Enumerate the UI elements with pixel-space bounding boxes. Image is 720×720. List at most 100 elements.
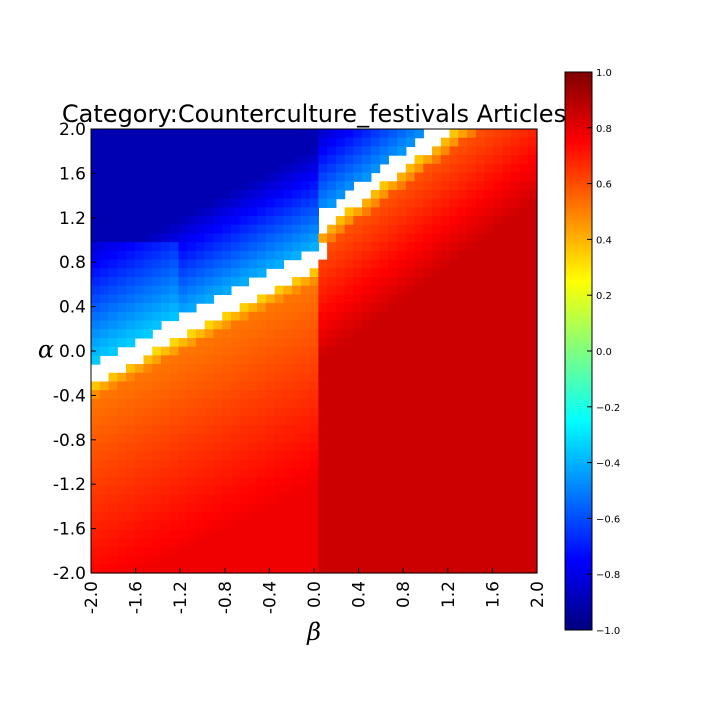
- heatmap-cell: [493, 155, 503, 165]
- heatmap-cell: [467, 216, 477, 226]
- heatmap-cell: [370, 329, 381, 339]
- heatmap-cell: [91, 451, 101, 461]
- heatmap-cell: [292, 390, 302, 400]
- heatmap-cell: [300, 311, 311, 322]
- heatmap-cell: [143, 512, 153, 522]
- heatmap-cell: [169, 485, 180, 496]
- heatmap-cell: [152, 172, 162, 182]
- heatmap-cell: [519, 398, 529, 409]
- heatmap-cell: [344, 172, 354, 182]
- heatmap-cell: [187, 381, 197, 391]
- heatmap-cell: [108, 285, 118, 296]
- heatmap-cell: [327, 416, 337, 426]
- heatmap-cell: [528, 329, 538, 339]
- x-tick-label: -1.2: [171, 581, 191, 614]
- heatmap-cell: [370, 407, 381, 417]
- heatmap-cell: [432, 311, 442, 322]
- heatmap-cell: [327, 137, 337, 148]
- heatmap-cell: [493, 564, 503, 574]
- heatmap-cell: [91, 320, 101, 330]
- heatmap-cell: [222, 503, 232, 513]
- heatmap-cell: [467, 277, 477, 287]
- heatmap-cell: [467, 468, 477, 478]
- heatmap-cell: [292, 137, 302, 148]
- heatmap-cell: [379, 311, 389, 322]
- heatmap-cell: [222, 355, 232, 365]
- heatmap-cell: [309, 555, 319, 565]
- heatmap-cell: [510, 364, 521, 374]
- heatmap-cell: [493, 233, 503, 243]
- heatmap-cell: [134, 311, 145, 322]
- heatmap-cell: [117, 451, 127, 461]
- heatmap-cell: [91, 546, 101, 557]
- heatmap-cell: [248, 163, 258, 174]
- heatmap-cell: [510, 337, 521, 348]
- heatmap-cell: [99, 277, 110, 287]
- heatmap-cell: [388, 268, 398, 278]
- heatmap-cell: [318, 468, 328, 478]
- heatmap-cell: [160, 364, 171, 374]
- heatmap-cell: [510, 294, 521, 304]
- heatmap-cell: [414, 529, 424, 539]
- heatmap-cell: [125, 311, 136, 322]
- heatmap-cell: [195, 198, 206, 208]
- heatmap-cell: [510, 520, 521, 531]
- heatmap-cell: [257, 224, 267, 235]
- heatmap-cell: [318, 372, 328, 383]
- heatmap-cell: [475, 137, 486, 148]
- heatmap-cell: [370, 416, 381, 426]
- heatmap-cell: [257, 407, 267, 417]
- heatmap-cell: [414, 355, 424, 365]
- heatmap-cell: [160, 146, 171, 156]
- heatmap-cell: [335, 364, 346, 374]
- heatmap-cell: [414, 337, 424, 348]
- heatmap-cell: [222, 320, 232, 330]
- heatmap-cell: [169, 189, 180, 200]
- heatmap-cell: [99, 285, 110, 296]
- heatmap-cell: [327, 355, 337, 365]
- heatmap-cell: [353, 433, 363, 444]
- heatmap-cell: [432, 468, 442, 478]
- heatmap-cell: [335, 172, 346, 182]
- heatmap-cell: [397, 433, 407, 444]
- heatmap-cell: [239, 216, 250, 226]
- heatmap-cell: [432, 337, 442, 348]
- heatmap-cell: [449, 320, 459, 330]
- heatmap-cell: [353, 442, 363, 452]
- heatmap-cell: [283, 459, 293, 470]
- heatmap-cell: [248, 137, 258, 148]
- heatmap-cell: [99, 242, 110, 252]
- heatmap-cell: [257, 433, 267, 444]
- heatmap-cell: [257, 259, 267, 269]
- heatmap-cell: [335, 155, 346, 165]
- heatmap-cell: [467, 538, 477, 548]
- heatmap-cell: [222, 468, 232, 478]
- heatmap-cell: [134, 329, 145, 339]
- heatmap-cell: [519, 137, 529, 148]
- heatmap-cell: [414, 311, 424, 322]
- heatmap-cell: [432, 372, 442, 383]
- heatmap-cell: [239, 364, 250, 374]
- heatmap-cell: [449, 425, 459, 435]
- heatmap-cell: [204, 172, 215, 182]
- heatmap-cell: [440, 346, 451, 356]
- heatmap-cell: [449, 442, 459, 452]
- colorbar-tick-label: 0.2: [596, 291, 612, 302]
- heatmap-cell: [274, 337, 284, 348]
- heatmap-cell: [353, 259, 363, 269]
- heatmap-cell: [99, 416, 110, 426]
- heatmap-cell: [91, 268, 101, 278]
- heatmap-cell: [327, 337, 337, 348]
- heatmap-cell: [353, 224, 363, 235]
- heatmap-cell: [91, 198, 101, 208]
- heatmap-cell: [239, 311, 250, 322]
- heatmap-cell: [484, 198, 494, 208]
- heatmap-cell: [248, 259, 258, 269]
- heatmap-cell: [458, 503, 468, 513]
- heatmap-cell: [283, 512, 293, 522]
- heatmap-cell: [467, 250, 477, 261]
- heatmap-cell: [265, 146, 276, 156]
- heatmap-cell: [502, 181, 512, 191]
- heatmap-cell: [423, 425, 433, 435]
- heatmap-cell: [108, 268, 118, 278]
